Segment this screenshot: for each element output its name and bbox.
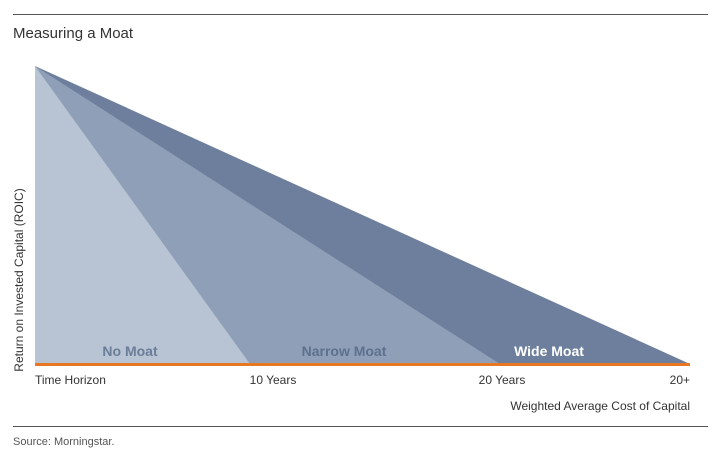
x-tick-time-horizon: Time Horizon xyxy=(35,373,106,387)
x-tick-20-years: 20 Years xyxy=(479,373,526,387)
label-narrow-moat: Narrow Moat xyxy=(302,343,387,359)
y-axis-label: Return on Invested Capital (ROIC) xyxy=(12,188,26,371)
bottom-rule xyxy=(13,426,708,427)
page-title: Measuring a Moat xyxy=(13,25,134,42)
top-rule xyxy=(13,14,708,15)
source-note: Source: Morningstar. xyxy=(13,436,115,448)
label-no-moat: No Moat xyxy=(102,343,158,359)
region-no-moat xyxy=(35,66,250,364)
x-tick-20-plus: 20+ xyxy=(670,373,690,387)
x-axis-label: Weighted Average Cost of Capital xyxy=(510,399,690,413)
label-wide-moat: Wide Moat xyxy=(514,343,584,359)
baseline xyxy=(35,363,690,366)
x-tick-10-years: 10 Years xyxy=(250,373,297,387)
